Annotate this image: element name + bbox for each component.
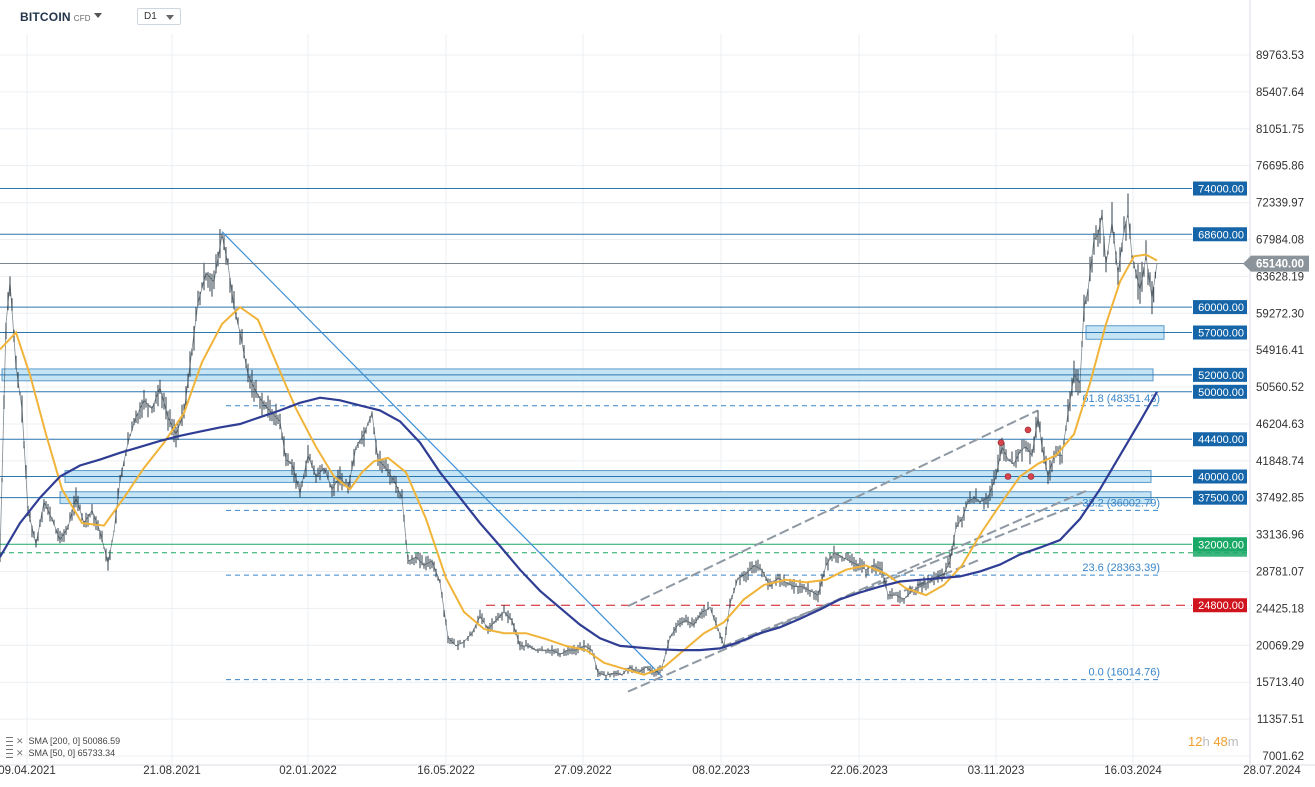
level-label-bg	[1193, 432, 1247, 447]
chart-toolbar: BITCOIN CFD D1	[0, 0, 1250, 34]
y-tick-label: 63628.19	[1256, 271, 1304, 283]
x-tick-label: 27.09.2022	[554, 765, 612, 777]
y-tick-label: 54916.41	[1256, 345, 1304, 357]
level-label-bg	[1193, 384, 1247, 399]
pattern-marker	[1027, 473, 1035, 480]
close-icon[interactable]: ✕	[16, 736, 24, 746]
fib-level-label: 38.2 (36002.79)	[1082, 497, 1160, 509]
trendline	[221, 231, 663, 677]
level-label: 37500.00	[1198, 493, 1244, 505]
x-tick-label: 22.06.2023	[830, 765, 888, 777]
fib-level-label: 0.0 (16014.76)	[1088, 667, 1160, 679]
x-tick-label: 02.01.2022	[279, 765, 337, 777]
legend-row-sma50: ✕ SMA [50, 0] 65733.34	[6, 747, 120, 759]
symbol-name: BITCOIN	[20, 10, 71, 24]
x-tick-label: 16.03.2024	[1104, 765, 1162, 777]
level-label: 74000.00	[1198, 184, 1244, 196]
level-label-bg	[1193, 537, 1247, 552]
candle-timer: 12h 48m	[1188, 734, 1239, 749]
indicator-legend: ✕ SMA [200, 0] 50086.59 ✕ SMA [50, 0] 65…	[6, 735, 120, 759]
y-tick-label: 81051.75	[1256, 124, 1304, 136]
timeframe-select[interactable]: D1	[137, 8, 181, 25]
level-label-bg	[1193, 598, 1247, 613]
fib-level-label: 61.8 (48351.43)	[1082, 393, 1160, 405]
chevron-down-icon	[166, 15, 174, 20]
price-series-line	[0, 213, 1158, 676]
current-price-label: 65140.00	[1256, 259, 1304, 271]
level-label: 57000.00	[1198, 328, 1244, 340]
legend-text-sma50: SMA [50, 0] 65733.34	[28, 748, 116, 758]
y-tick-label: 20069.29	[1256, 640, 1304, 652]
level-label-bg	[1193, 181, 1247, 196]
level-label-bg	[1193, 367, 1247, 382]
y-tick-label: 28781.07	[1256, 567, 1304, 579]
instrument-selector[interactable]: BITCOIN CFD	[20, 10, 91, 24]
level-label-bg	[1193, 227, 1247, 242]
y-tick-label: 72339.97	[1256, 198, 1304, 210]
level-label-bg	[1193, 469, 1247, 484]
chevron-down-icon[interactable]	[94, 13, 102, 18]
level-label-bg	[1193, 325, 1247, 340]
timer-minutes-unit: m	[1227, 734, 1239, 749]
level-label: 32000.00	[1198, 539, 1244, 551]
channel-line	[721, 500, 1085, 648]
settings-icon[interactable]	[6, 736, 13, 746]
level-label: 44400.00	[1198, 434, 1244, 446]
grid	[0, 34, 1250, 765]
y-tick-label: 59272.30	[1256, 308, 1304, 320]
y-tick-label: 33136.96	[1256, 530, 1304, 542]
pattern-marker	[997, 439, 1005, 446]
level-label: 50000.00	[1198, 387, 1244, 399]
level-label-bg	[1193, 490, 1247, 505]
y-tick-label: 37492.85	[1256, 493, 1304, 505]
y-tick-label: 50560.52	[1256, 382, 1304, 394]
channel-line	[627, 409, 1039, 607]
level-label-bg	[1193, 300, 1247, 315]
level-label-bg	[1193, 548, 1247, 557]
symbol-suffix: CFD	[73, 14, 91, 23]
y-tick-label: 7001.62	[1262, 751, 1304, 763]
level-label: 52000.00	[1198, 370, 1244, 382]
x-tick-label: 28.07.2024	[1243, 765, 1301, 777]
y-tick-label: 67984.08	[1256, 234, 1304, 246]
x-tick-label: 16.05.2022	[417, 765, 475, 777]
y-tick-label: 15713.40	[1256, 677, 1304, 689]
legend-text-sma200: SMA [200, 0] 50086.59	[28, 736, 121, 746]
y-tick-label: 46204.63	[1256, 419, 1304, 431]
x-tick-label: 03.11.2023	[968, 765, 1025, 777]
level-label: 60000.00	[1198, 302, 1244, 314]
level-label: 24800.00	[1198, 600, 1244, 612]
pattern-marker	[1004, 473, 1012, 480]
sma200-line	[0, 391, 1158, 652]
y-tick-label: 24425.18	[1256, 603, 1304, 615]
pattern-marker	[1024, 426, 1032, 434]
level-label: 40000.00	[1198, 472, 1244, 484]
timeframe-value: D1	[144, 11, 157, 22]
timer-hours: 12	[1188, 734, 1203, 749]
timer-hours-unit: h	[1202, 734, 1210, 749]
level-label: 68600.00	[1198, 229, 1244, 241]
x-tick-label: 08.02.2023	[692, 765, 750, 777]
current-price-tag	[1243, 255, 1309, 272]
y-tick-label: 76695.86	[1256, 161, 1304, 173]
legend-row-sma200: ✕ SMA [200, 0] 50086.59	[6, 735, 120, 747]
y-tick-label: 85407.64	[1256, 87, 1305, 99]
x-tick-label: 09.04.2021	[0, 765, 56, 777]
close-icon[interactable]: ✕	[16, 748, 24, 758]
settings-icon[interactable]	[6, 748, 13, 758]
channel-line	[627, 489, 1089, 693]
sma50-line	[0, 253, 1158, 676]
fib-level-label: 23.6 (28363.39)	[1082, 562, 1160, 574]
y-tick-label: 41848.74	[1256, 456, 1305, 468]
y-tick-label: 89763.53	[1256, 50, 1304, 62]
x-tick-label: 21.08.2021	[143, 765, 201, 777]
timer-minutes: 48	[1213, 734, 1228, 749]
y-tick-label: 11357.51	[1257, 714, 1304, 726]
